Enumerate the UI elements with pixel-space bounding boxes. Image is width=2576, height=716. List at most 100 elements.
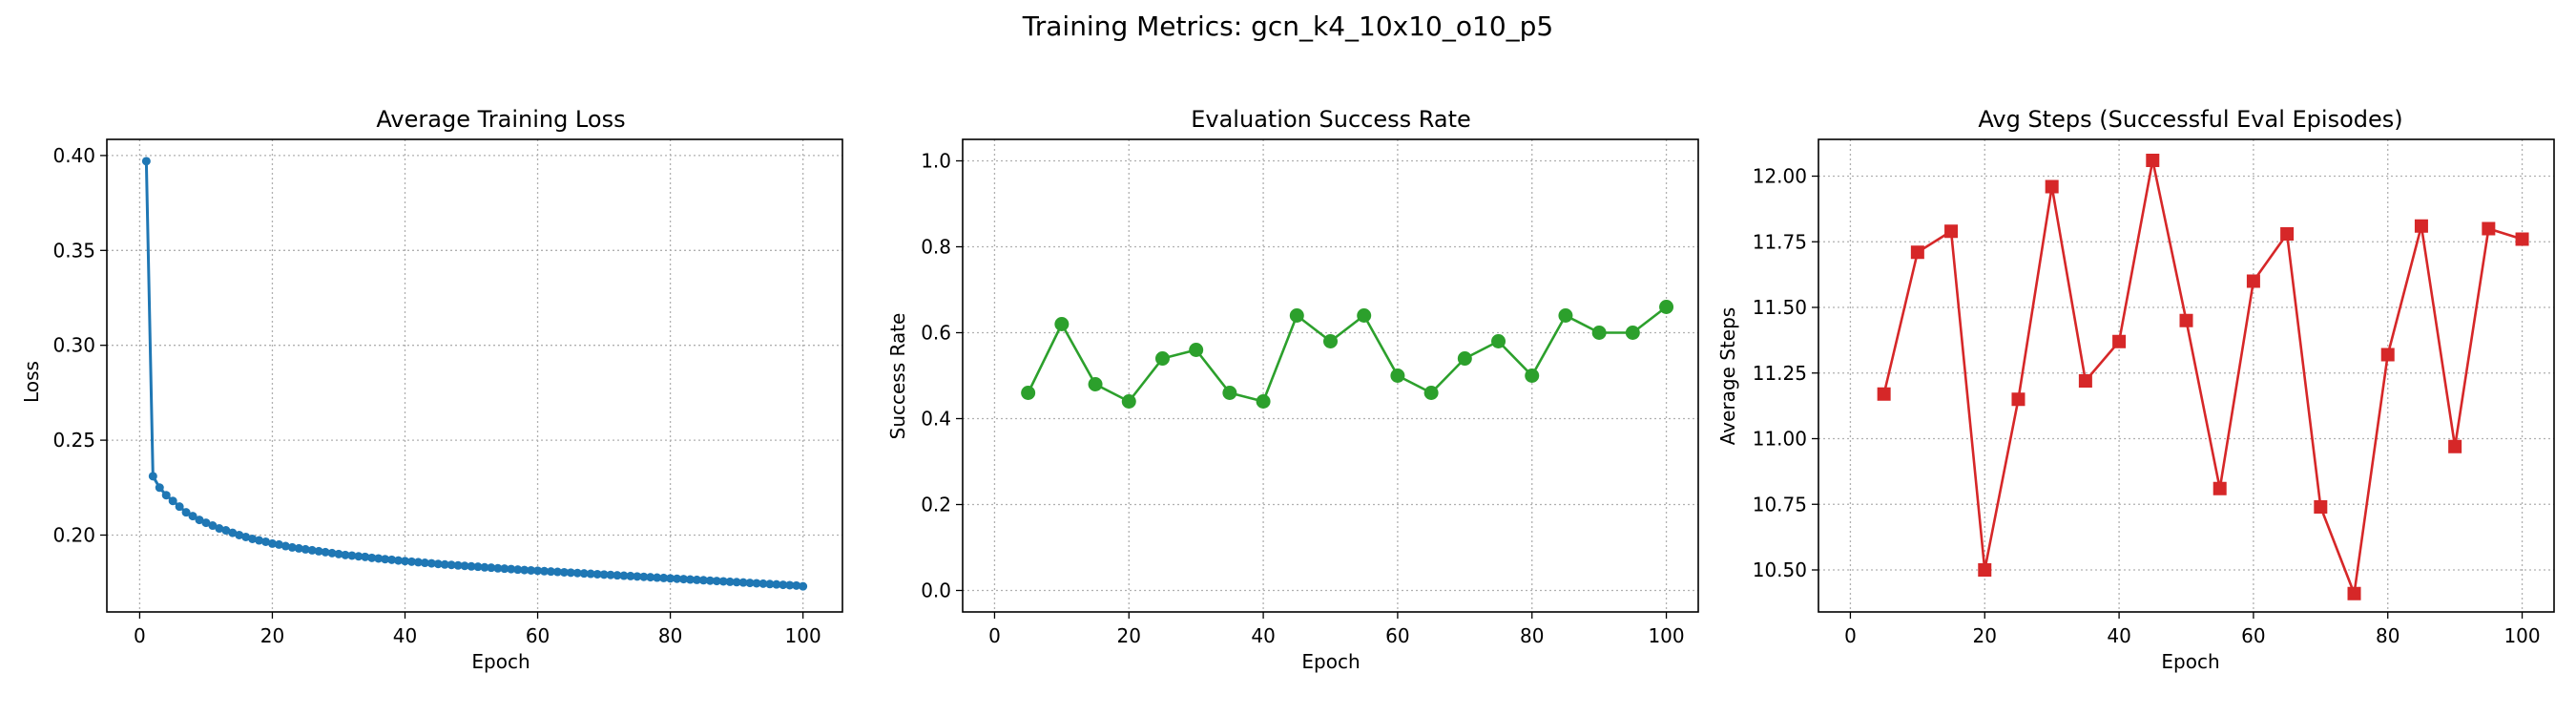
avg-steps-y-tick-label: 10.50 <box>1753 558 1807 581</box>
loss-data-point <box>705 576 715 585</box>
loss-chart-panel: Average Training Loss Epoch Loss 0 20 40 60… <box>20 106 843 673</box>
avg-steps-y-tick-label: 12.00 <box>1753 165 1807 188</box>
loss-data-point <box>401 557 410 566</box>
loss-data-point <box>208 521 218 531</box>
loss-y-tick-label: 0.35 <box>52 239 95 262</box>
success-rate-data-point <box>1558 308 1573 323</box>
avg-steps-data-point <box>1877 387 1891 401</box>
loss-x-tick-label: 80 <box>658 624 682 647</box>
loss-data-point <box>619 571 629 580</box>
avg-steps-data-point <box>2246 274 2260 288</box>
loss-data-point <box>467 561 476 571</box>
loss-data-point <box>321 547 330 557</box>
avg-steps-y-tick-label: 11.75 <box>1753 230 1807 253</box>
success-rate-x-tick-label: 100 <box>1648 624 1684 647</box>
loss-data-point <box>195 516 204 525</box>
avg-steps-data-point <box>2011 392 2025 407</box>
loss-x-tick-label: 20 <box>260 624 284 647</box>
loss-data-point <box>460 561 469 571</box>
loss-data-point <box>653 573 662 582</box>
loss-data-point <box>241 532 251 541</box>
loss-data-point <box>698 576 708 585</box>
avg-steps-y-tick-label: 11.50 <box>1753 296 1807 319</box>
avg-steps-data-point <box>2380 347 2395 362</box>
success-rate-chart-xlabel: Epoch <box>1301 650 1360 673</box>
loss-data-point <box>745 579 755 588</box>
loss-data-point <box>799 581 808 591</box>
avg-steps-x-tick-label: 20 <box>1973 624 1997 647</box>
success-rate-data-point <box>1491 334 1506 348</box>
loss-data-point <box>586 569 595 579</box>
loss-data-point <box>235 530 244 539</box>
success-rate-data-point <box>1222 386 1237 400</box>
loss-data-point <box>381 555 390 564</box>
loss-data-point <box>725 577 735 586</box>
loss-data-point <box>552 567 562 577</box>
success-rate-axes-frame <box>962 138 1699 613</box>
loss-data-point <box>626 571 635 580</box>
success-rate-data-point <box>1189 343 1204 357</box>
loss-data-point <box>592 569 602 579</box>
success-rate-data-point <box>1256 394 1271 409</box>
loss-data-point <box>413 558 423 567</box>
loss-data-point <box>520 565 530 575</box>
loss-x-tick-label: 40 <box>393 624 417 647</box>
loss-axes-frame <box>106 138 843 613</box>
success-rate-data-point <box>1625 326 1640 340</box>
loss-data-point <box>215 524 224 534</box>
loss-data-point <box>201 518 211 528</box>
success-rate-data-point <box>1357 308 1372 323</box>
avg-steps-data-point <box>2314 500 2328 514</box>
loss-data-point <box>334 549 343 558</box>
loss-data-point <box>294 543 303 553</box>
loss-data-point <box>314 546 323 556</box>
loss-data-point <box>347 551 357 560</box>
avg-steps-series-line <box>1882 158 2523 596</box>
loss-chart-ylabel: Loss <box>20 361 43 403</box>
loss-data-point <box>274 539 283 549</box>
loss-data-point <box>566 568 575 578</box>
loss-data-point <box>228 528 238 537</box>
avg-steps-data-point <box>2414 219 2428 233</box>
loss-data-point <box>287 542 297 552</box>
loss-x-tick-label: 60 <box>526 624 550 647</box>
success-rate-y-tick-label: 0.2 <box>921 494 951 516</box>
success-rate-data-point <box>1659 300 1674 314</box>
avg-steps-axes-frame <box>1818 138 2555 613</box>
success-rate-y-tick-label: 0.8 <box>921 236 951 259</box>
loss-data-point <box>546 567 555 577</box>
success-rate-chart-ylabel: Success Rate <box>886 313 909 440</box>
loss-data-point <box>327 548 337 558</box>
loss-data-point <box>168 496 177 506</box>
loss-data-point <box>155 483 164 493</box>
success-rate-chart-panel: Evaluation Success Rate Epoch Success Ra… <box>886 106 1699 673</box>
loss-data-point <box>181 508 191 517</box>
loss-data-point <box>633 572 642 581</box>
loss-data-point <box>248 534 258 543</box>
avg-steps-data-point <box>1910 245 1924 260</box>
avg-steps-data-point <box>2482 221 2496 236</box>
loss-data-point <box>426 558 436 568</box>
loss-data-point <box>341 550 350 559</box>
loss-data-point <box>255 536 264 545</box>
success-rate-data-point <box>1088 377 1103 391</box>
loss-data-point <box>559 567 569 577</box>
avg-steps-data-point <box>2112 334 2127 348</box>
success-rate-data-point <box>1121 394 1136 409</box>
success-rate-data-point <box>1021 386 1036 400</box>
loss-data-point <box>420 558 429 568</box>
loss-data-point <box>440 559 449 569</box>
loss-y-tick-label: 0.25 <box>52 429 95 452</box>
loss-data-point <box>433 559 443 569</box>
loss-data-point <box>188 512 197 521</box>
loss-data-point <box>533 566 543 576</box>
loss-data-point <box>792 580 801 590</box>
avg-steps-chart-ylabel: Average Steps <box>1716 307 1739 445</box>
success-rate-data-point <box>1423 386 1439 400</box>
success-rate-chart-title: Evaluation Success Rate <box>1191 106 1471 133</box>
loss-x-tick-label: 100 <box>785 624 821 647</box>
loss-data-point <box>678 575 688 584</box>
avg-steps-data-point <box>1978 563 1992 577</box>
